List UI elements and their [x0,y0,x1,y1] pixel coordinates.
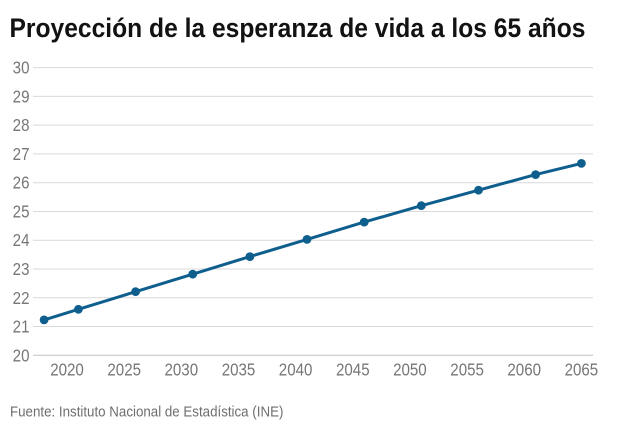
svg-text:28: 28 [13,115,30,136]
svg-text:27: 27 [13,144,30,165]
svg-text:2050: 2050 [393,359,427,380]
svg-text:22: 22 [13,288,30,309]
svg-text:Fuente: Instituto Nacional de: Fuente: Instituto Nacional de Estadístic… [10,403,283,420]
svg-text:2020: 2020 [50,359,84,380]
svg-text:2060: 2060 [507,359,541,380]
svg-text:24: 24 [13,230,30,251]
svg-text:21: 21 [13,316,30,337]
svg-text:20: 20 [13,345,30,366]
svg-text:2040: 2040 [279,359,313,380]
svg-text:2055: 2055 [450,359,484,380]
svg-text:23: 23 [13,259,30,280]
svg-text:2045: 2045 [336,359,370,380]
svg-text:30: 30 [13,57,30,78]
svg-text:25: 25 [13,201,30,222]
svg-text:2030: 2030 [164,359,198,380]
svg-text:2065: 2065 [565,359,599,380]
svg-text:2035: 2035 [222,359,256,380]
svg-text:26: 26 [13,172,30,193]
svg-text:29: 29 [13,86,30,107]
svg-text:2025: 2025 [107,359,141,380]
svg-text:Proyección de la esperanza de: Proyección de la esperanza de vida a los… [10,14,586,43]
